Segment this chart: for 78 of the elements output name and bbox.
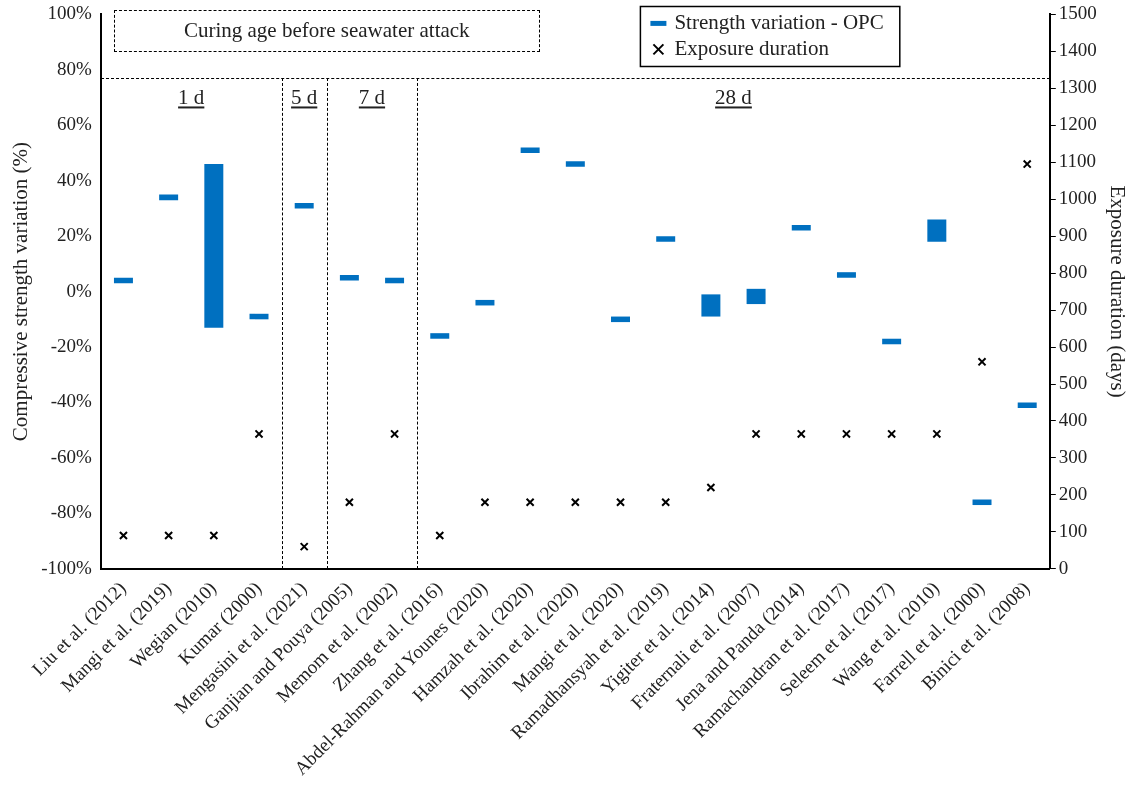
bar xyxy=(701,294,721,317)
legend-label: Exposure duration xyxy=(674,35,830,60)
annotation: Curing age before seawater attack xyxy=(183,18,470,43)
point xyxy=(209,531,219,541)
point xyxy=(796,429,806,439)
y2-tick-label: 1400 xyxy=(1058,39,1097,61)
y2-tick-label: 0 xyxy=(1058,556,1069,578)
bar xyxy=(791,225,811,231)
bar xyxy=(972,499,992,506)
y-tick-label: 80% xyxy=(57,57,93,79)
point xyxy=(118,531,128,541)
y2-tick-label: 600 xyxy=(1058,335,1088,357)
y-tick-label: 20% xyxy=(57,224,93,246)
point xyxy=(751,429,761,439)
y2-tick-label: 700 xyxy=(1058,298,1088,320)
bar xyxy=(656,236,676,242)
bar xyxy=(159,194,179,201)
y-tick-label: 60% xyxy=(57,113,93,135)
point xyxy=(525,497,535,507)
bar xyxy=(1017,402,1037,409)
y2-tick-label: 500 xyxy=(1058,371,1088,393)
annotation: 5 d xyxy=(291,85,318,110)
y-tick-label: -20% xyxy=(50,335,93,357)
point xyxy=(932,429,942,439)
y-tick-label: -40% xyxy=(50,390,93,412)
bar xyxy=(113,277,133,284)
y2-axis-title: Exposure duration (days) xyxy=(1105,185,1130,398)
y2-tick-label: 1300 xyxy=(1058,76,1097,98)
bar xyxy=(294,202,314,209)
point xyxy=(615,497,626,507)
point xyxy=(390,429,400,439)
y2-tick-label: 200 xyxy=(1058,482,1088,504)
bar xyxy=(927,219,947,242)
annotation: 1 d xyxy=(178,85,205,110)
bar xyxy=(520,147,540,153)
y2-tick-label: 1200 xyxy=(1058,113,1097,135)
point xyxy=(977,357,987,367)
bar xyxy=(836,272,856,278)
point xyxy=(841,429,851,439)
y-tick-label: 0% xyxy=(66,279,93,301)
bar xyxy=(565,161,585,167)
point xyxy=(887,429,897,439)
y-tick-label: -80% xyxy=(50,501,93,523)
y2-tick-label: 800 xyxy=(1058,261,1088,283)
point xyxy=(344,497,354,507)
y-tick-label: -60% xyxy=(50,445,93,467)
bar xyxy=(339,274,359,281)
point xyxy=(661,497,671,507)
bar xyxy=(204,164,224,328)
point xyxy=(706,482,716,493)
y2-tick-label: 100 xyxy=(1058,519,1088,541)
bar xyxy=(249,313,269,320)
point xyxy=(435,531,445,541)
y2-tick-label: 1500 xyxy=(1058,2,1097,24)
annotation: 28 d xyxy=(715,85,752,110)
point xyxy=(299,542,309,552)
point xyxy=(1022,159,1032,169)
bar xyxy=(882,338,902,345)
y2-tick-label: 1100 xyxy=(1058,150,1097,172)
bar xyxy=(746,288,766,305)
point xyxy=(254,429,264,439)
y2-tick-label: 900 xyxy=(1058,224,1088,246)
point xyxy=(480,497,490,507)
y-axis-title: Compressive strength variation (%) xyxy=(8,142,33,442)
legend-label: Strength variation - OPC xyxy=(674,9,884,34)
bar xyxy=(385,277,405,284)
y-tick-label: -100% xyxy=(41,556,93,578)
y-tick-label: 100% xyxy=(47,2,93,24)
bar xyxy=(475,299,495,306)
bar xyxy=(430,333,450,339)
annotation: 7 d xyxy=(358,85,386,110)
point xyxy=(570,497,580,507)
point xyxy=(164,531,174,541)
y2-tick-label: 300 xyxy=(1058,445,1088,467)
y2-tick-label: 400 xyxy=(1058,408,1088,430)
y-tick-label: 40% xyxy=(57,168,93,190)
bar xyxy=(611,316,630,323)
y2-tick-label: 1000 xyxy=(1058,187,1097,209)
